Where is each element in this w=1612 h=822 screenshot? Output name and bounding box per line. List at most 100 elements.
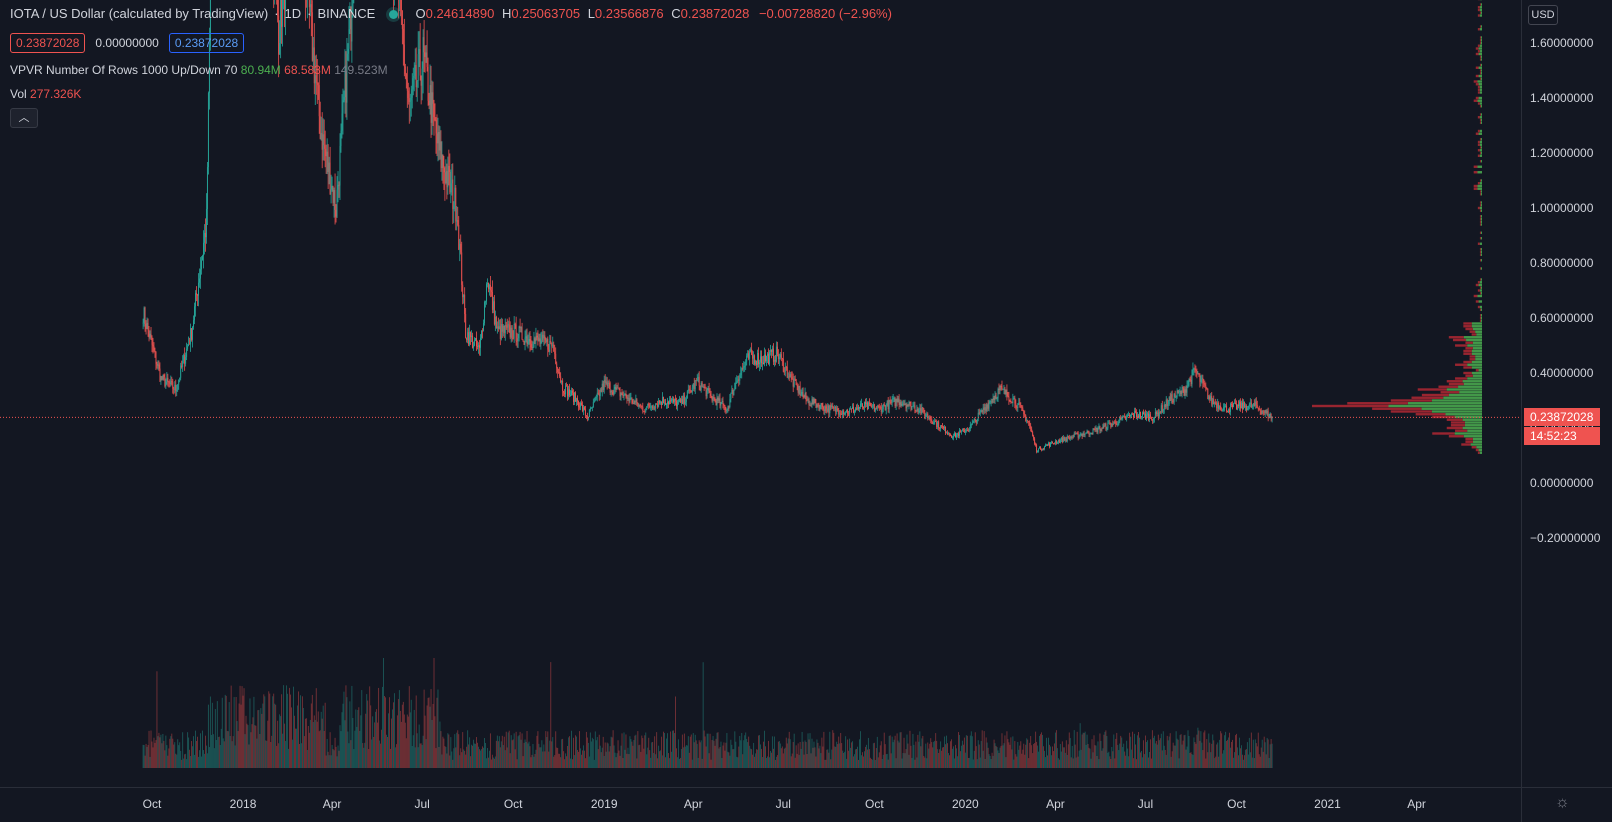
collapse-legend-button[interactable]: ︿	[10, 108, 38, 128]
candle-body	[720, 398, 721, 405]
volume-bar	[1210, 752, 1211, 768]
high-label: H	[502, 6, 511, 21]
volume-bar	[498, 741, 499, 768]
volume-profile-down	[1480, 78, 1481, 80]
volume-bar	[978, 740, 979, 768]
volume-bar	[1104, 732, 1105, 768]
candle-body	[938, 421, 939, 428]
settings-gear-icon[interactable]: ☼	[1555, 794, 1570, 812]
chart-pane[interactable]: IOTA / US Dollar (calculated by TradingV…	[0, 0, 1521, 787]
volume-bar	[396, 744, 397, 768]
volume-bar	[1012, 736, 1013, 768]
volume-bar	[170, 736, 171, 768]
volume-bar	[1197, 728, 1198, 768]
volume-bar	[200, 733, 201, 768]
candle-body	[734, 383, 735, 390]
price-axis[interactable]	[1521, 0, 1612, 787]
candlestick-chart[interactable]	[0, 0, 1521, 787]
volume-bar	[929, 744, 930, 768]
candle-body	[148, 323, 149, 330]
volume-profile-down	[1476, 369, 1479, 371]
candle-body	[960, 431, 961, 432]
candle-body	[1220, 406, 1221, 410]
interval-label[interactable]: 1D	[285, 6, 302, 21]
volume-bar	[1256, 743, 1257, 768]
candle-body	[609, 383, 610, 384]
volume-bar	[893, 742, 894, 768]
close-label: C	[671, 6, 680, 21]
candle-body	[945, 427, 946, 433]
volume-bar	[460, 748, 461, 768]
candle-body	[1016, 407, 1017, 408]
candle-body	[318, 83, 319, 86]
candle-body	[965, 431, 966, 433]
volume-bar	[339, 751, 340, 768]
candle-body	[1004, 389, 1005, 395]
volume-bar	[1097, 756, 1098, 768]
candle-body	[587, 416, 588, 419]
volume-bar	[701, 740, 702, 768]
time-axis[interactable]	[0, 787, 1521, 822]
candle-body	[1166, 400, 1167, 407]
volume-profile-up	[1481, 3, 1482, 5]
volume-bar	[515, 749, 516, 768]
volume-profile-down	[1474, 100, 1478, 102]
candle-body	[1097, 428, 1098, 433]
volume-bar	[1070, 738, 1071, 768]
vpvr-legend[interactable]: VPVR Number Of Rows 1000 Up/Down 70 80.9…	[10, 63, 388, 77]
candle-body	[1102, 426, 1103, 429]
candle-body	[834, 407, 835, 408]
volume-legend[interactable]: Vol 277.326K	[10, 87, 81, 101]
volume-bar	[681, 749, 682, 768]
candle-body	[1184, 388, 1185, 395]
candle-body	[822, 407, 823, 409]
candle-body	[1090, 434, 1091, 435]
volume-bar	[664, 733, 665, 768]
volume-bar	[784, 749, 785, 768]
volume-profile-down	[1463, 366, 1471, 368]
candle-body	[159, 369, 160, 381]
currency-button[interactable]: USD	[1528, 5, 1558, 25]
volume-bar	[516, 732, 517, 768]
volume-bar	[939, 749, 940, 768]
candle-body	[893, 399, 894, 400]
candle-body	[336, 210, 337, 217]
volume-profile-down	[1480, 3, 1481, 5]
vpvr-up-value: 80.94M	[241, 63, 281, 77]
candle-body	[1062, 438, 1063, 442]
candle-body	[657, 404, 658, 406]
sell-button[interactable]: 0.23872028	[10, 33, 85, 53]
candle-body	[1209, 396, 1210, 399]
symbol-title[interactable]: IOTA / US Dollar (calculated by TradingV…	[10, 6, 268, 21]
candle-body	[1019, 403, 1020, 405]
volume-profile-down	[1480, 320, 1481, 322]
volume-bar	[933, 742, 934, 768]
candle-body	[1128, 415, 1129, 416]
candle-body	[761, 356, 762, 363]
candle-body	[1213, 399, 1214, 404]
candle-body	[748, 353, 749, 358]
volume-bar	[1040, 734, 1041, 768]
candle-body	[326, 149, 327, 156]
volume-bar	[562, 739, 563, 768]
volume-profile-up	[1480, 130, 1482, 132]
candle-body	[1250, 403, 1251, 404]
volume-bar	[565, 753, 566, 768]
volume-bar	[680, 758, 681, 768]
volume-bar	[1158, 735, 1159, 768]
market-status-icon[interactable]	[389, 10, 398, 19]
candle-body	[672, 399, 673, 400]
volume-bar	[362, 743, 363, 768]
candle-body	[636, 399, 637, 403]
candle-body	[738, 379, 739, 380]
volume-bar	[416, 695, 417, 768]
volume-bar	[763, 742, 764, 768]
buy-button[interactable]: 0.23872028	[169, 33, 244, 53]
volume-bar	[778, 742, 779, 768]
volume-bar	[875, 760, 876, 768]
volume-bar	[212, 703, 213, 768]
candle-body	[970, 425, 971, 429]
volume-bar	[534, 754, 535, 768]
volume-profile-down	[1463, 350, 1471, 352]
candle-body	[478, 345, 479, 347]
